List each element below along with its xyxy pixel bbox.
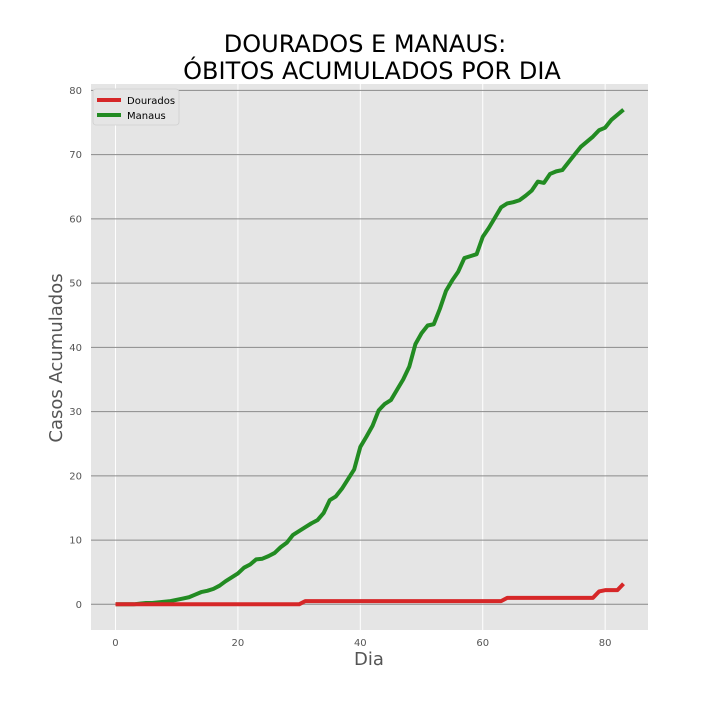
grid-lines xyxy=(91,84,648,630)
series-line-manaus xyxy=(115,108,625,607)
legend-label-dourados: Dourados xyxy=(127,96,175,107)
chart-title-line-1: DOURADOS E MANAUS: xyxy=(224,30,506,58)
legend-label-manaus: Manaus xyxy=(127,111,166,122)
x-tick-label: 60 xyxy=(476,638,489,649)
y-tick-label: 50 xyxy=(69,279,82,290)
chart-title-line-2: ÓBITOS ACUMULADOS POR DIA xyxy=(183,55,561,85)
y-axis-label: Casos Acumulados xyxy=(46,273,67,442)
y-tick-label: 40 xyxy=(69,343,82,354)
y-tick-label: 30 xyxy=(69,407,82,418)
y-tick-label: 70 xyxy=(69,150,82,161)
series-line-dourados xyxy=(115,582,625,607)
y-tick-label: 80 xyxy=(69,86,82,97)
y-tick-label: 0 xyxy=(76,600,82,611)
y-tick-label: 60 xyxy=(69,214,82,225)
y-tick-label: 10 xyxy=(69,536,82,547)
y-tick-label: 20 xyxy=(69,471,82,482)
plot-area xyxy=(91,84,648,630)
x-tick-label: 80 xyxy=(599,638,612,649)
x-tick-label: 20 xyxy=(232,638,245,649)
legend: Dourados Manaus xyxy=(92,88,180,126)
x-tick-label: 40 xyxy=(354,638,367,649)
x-tick-label: 0 xyxy=(112,638,118,649)
x-axis-label: Dia xyxy=(354,649,384,670)
series-layer xyxy=(115,108,625,607)
tick-labels: 0 20 40 60 80 0 10 20 30 40 50 60 70 80 xyxy=(69,86,611,649)
